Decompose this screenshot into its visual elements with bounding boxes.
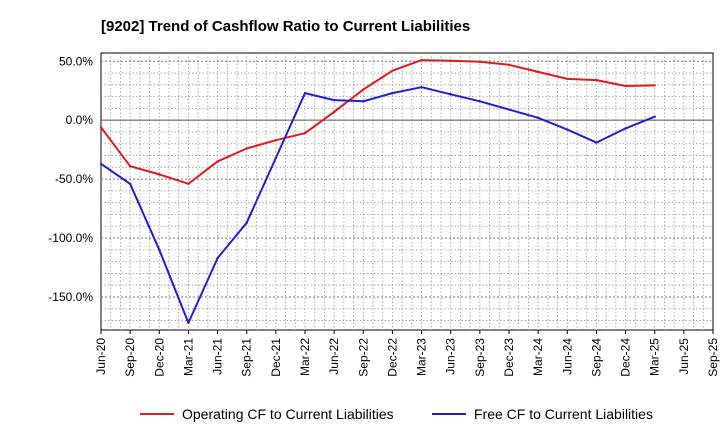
data-point bbox=[274, 139, 278, 142]
x-tick-label: Jun-22 bbox=[327, 338, 341, 375]
y-tick-label: -150.0% bbox=[48, 290, 93, 304]
x-tick-label: Dec-22 bbox=[385, 338, 399, 377]
data-point bbox=[595, 141, 598, 144]
y-tick-label: 0.0% bbox=[66, 113, 94, 127]
x-tick-label: Dec-23 bbox=[502, 338, 516, 377]
data-point bbox=[187, 182, 190, 186]
legend: Operating CF to Current Liabilities Free … bbox=[140, 406, 653, 422]
data-point bbox=[566, 128, 569, 131]
x-tick-label: Sep-21 bbox=[240, 338, 254, 377]
y-tick-label: -100.0% bbox=[48, 231, 93, 245]
data-point bbox=[128, 182, 132, 186]
data-point bbox=[624, 127, 627, 130]
data-point bbox=[362, 88, 365, 91]
data-point bbox=[478, 60, 482, 64]
legend-label: Operating CF to Current Liabilities bbox=[182, 406, 394, 422]
data-point bbox=[595, 78, 598, 82]
x-tick-label: Jun-20 bbox=[94, 338, 108, 375]
x-tick-label: Mar-22 bbox=[298, 338, 312, 376]
data-point bbox=[158, 173, 161, 176]
data-point bbox=[303, 131, 307, 135]
data-point bbox=[536, 116, 540, 120]
data-point bbox=[303, 91, 307, 95]
x-tick-label: Sep-22 bbox=[356, 338, 370, 377]
y-tick-label: -50.0% bbox=[55, 172, 93, 186]
plot-area: 50.0% 0.0% -50.0% -100.0% -150.0% Jun-20 Sep-2… bbox=[48, 52, 720, 377]
data-point bbox=[391, 91, 394, 95]
data-point bbox=[216, 160, 219, 163]
data-point bbox=[420, 58, 423, 62]
x-tick-label: Mar-25 bbox=[648, 338, 662, 376]
data-point bbox=[362, 100, 365, 103]
data-point bbox=[245, 147, 248, 150]
data-point bbox=[507, 108, 511, 111]
data-point bbox=[99, 126, 103, 129]
x-tick-label: Jun-24 bbox=[560, 338, 574, 375]
y-tick-label: 50.0% bbox=[59, 54, 93, 68]
series-line-operating-cf bbox=[100, 59, 655, 185]
x-tick-label: Dec-24 bbox=[619, 338, 633, 377]
x-tick-label: Sep-20 bbox=[123, 338, 137, 377]
data-point bbox=[566, 77, 569, 81]
data-point bbox=[332, 98, 336, 102]
data-point bbox=[332, 110, 336, 114]
data-point bbox=[274, 156, 278, 160]
x-tick-label: Jun-25 bbox=[677, 338, 691, 375]
data-point bbox=[624, 84, 627, 88]
x-tick-label: Jun-23 bbox=[444, 338, 458, 375]
data-point bbox=[158, 248, 161, 252]
x-tick-label: Sep-25 bbox=[706, 338, 720, 377]
x-tick-label: Dec-20 bbox=[152, 338, 166, 377]
chart-title: [9202] Trend of Cashflow Ratio to Curren… bbox=[101, 18, 470, 35]
data-point bbox=[449, 93, 452, 96]
x-tick-label: Jun-21 bbox=[211, 338, 225, 375]
data-point bbox=[391, 69, 394, 72]
data-point bbox=[245, 221, 248, 224]
data-point bbox=[216, 256, 219, 260]
plot-frame bbox=[100, 52, 714, 331]
x-tick-label: Mar-24 bbox=[531, 338, 545, 376]
data-point bbox=[99, 162, 103, 165]
legend-label: Free CF to Current Liabilities bbox=[474, 406, 653, 422]
data-point bbox=[478, 100, 482, 103]
data-point bbox=[536, 70, 540, 74]
data-point bbox=[128, 164, 132, 168]
data-point bbox=[653, 84, 656, 87]
data-point bbox=[653, 115, 656, 118]
x-tick-label: Sep-24 bbox=[589, 338, 603, 377]
data-point bbox=[187, 321, 190, 325]
series-line-free-cf bbox=[100, 86, 656, 324]
data-point bbox=[449, 59, 452, 62]
data-point bbox=[420, 85, 423, 89]
data-point bbox=[507, 63, 511, 66]
x-tick-label: Sep-23 bbox=[473, 338, 487, 377]
x-tick-label: Dec-21 bbox=[269, 338, 283, 377]
x-tick-label: Mar-23 bbox=[415, 338, 429, 376]
x-tick-label: Mar-21 bbox=[181, 338, 195, 376]
